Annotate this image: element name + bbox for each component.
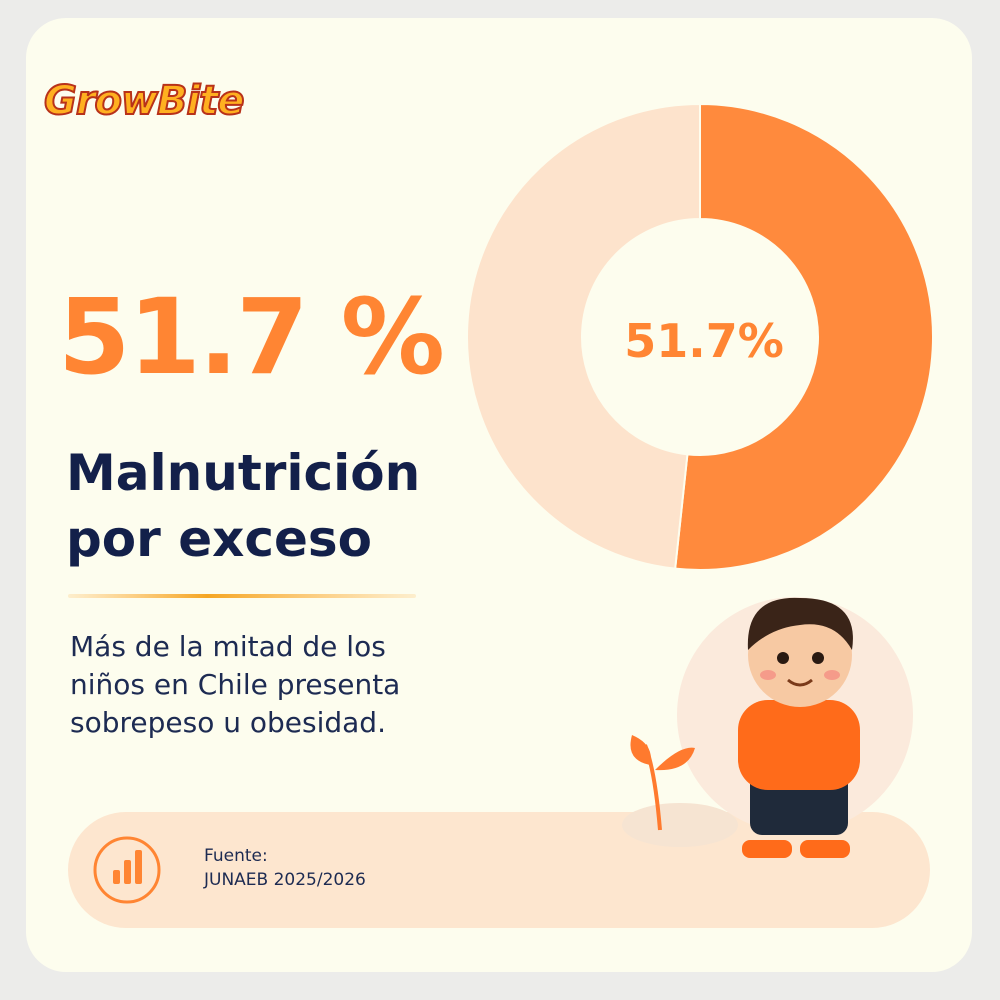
donut-hole [583,220,817,454]
child-illustration [622,597,913,858]
donut-chart: 51.7% [466,102,935,571]
source-text: JUNAEB 2025/2026 [204,870,366,890]
underline [68,594,416,598]
headline-value: 51.7 % [58,276,445,398]
source-label: Fuente: [204,846,268,866]
donut-segment [466,102,701,570]
heading: Malnutrición por exceso [66,444,421,568]
bars-icon [113,850,142,884]
source-icon [93,836,161,904]
donut-segment [674,102,935,571]
description: Más de la mitad de los niños en Chile pr… [70,630,401,739]
logo: GrowBite [43,77,245,125]
center-label: 51.7% [624,314,784,368]
